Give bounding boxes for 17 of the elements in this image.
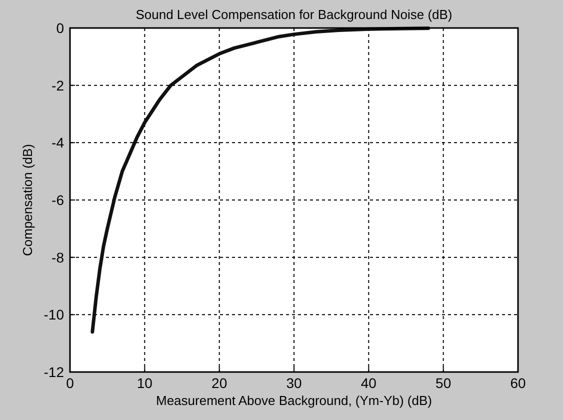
- x-tick-label: 60: [510, 375, 526, 391]
- y-tick-label: 0: [56, 20, 64, 36]
- x-tick-label: 50: [436, 375, 452, 391]
- x-tick-label: 0: [66, 375, 74, 391]
- y-tick-label: -10: [44, 306, 64, 323]
- chart-title: Sound Level Compensation for Background Noise (dB): [136, 7, 452, 22]
- x-tick-label: 10: [136, 375, 153, 391]
- x-tick-label: 40: [360, 375, 377, 391]
- x-axis-title: Measurement Above Background, (Ym-Yb) (dB): [156, 393, 432, 408]
- y-tick-label: -4: [52, 134, 64, 151]
- y-tick-label: -12: [44, 364, 64, 380]
- y-tick-label: -6: [52, 192, 64, 208]
- y-tick-label: -8: [52, 249, 64, 266]
- x-tick-label: 30: [286, 375, 302, 391]
- y-axis-title: Compensation (dB): [20, 144, 35, 256]
- y-tick-label: -2: [52, 77, 64, 94]
- x-tick-label: 20: [212, 375, 228, 391]
